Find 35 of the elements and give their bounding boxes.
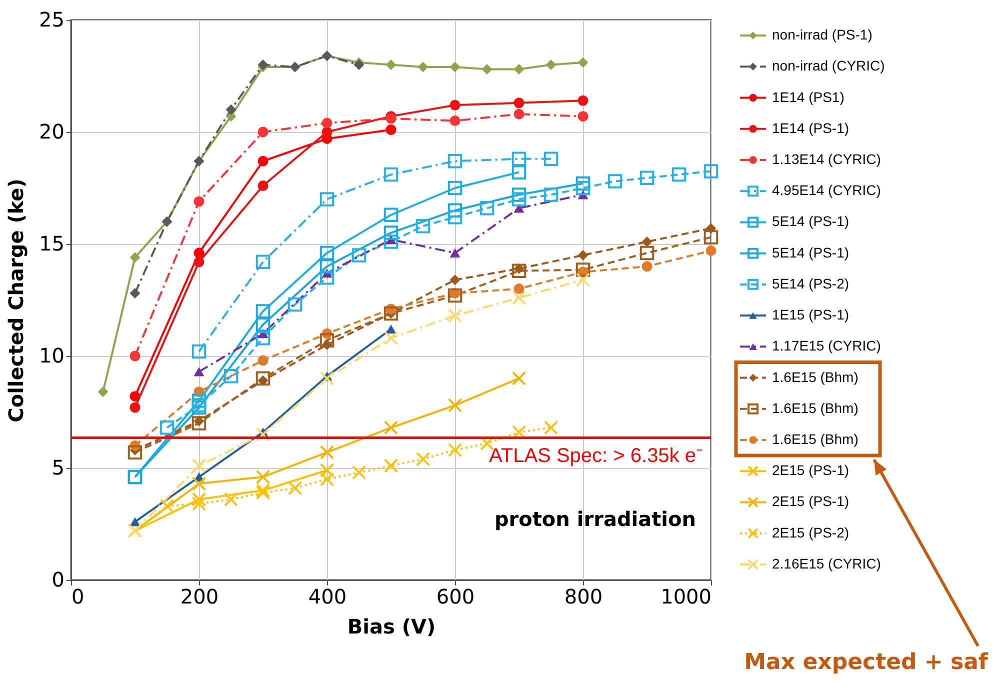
x-axis-title: Bias (V) <box>347 614 436 638</box>
legend-label: 2E15 (PS-2) <box>772 524 850 540</box>
x-tick-label: 600 <box>436 584 475 608</box>
legend-label: 2E15 (PS-1) <box>772 462 850 478</box>
y-tick-label: 5 <box>52 456 64 480</box>
legend-label: 4.95E14 (CYRIC) <box>772 182 881 198</box>
x-tick-label: 0 <box>72 584 84 608</box>
legend-label: non-irrad (CYRIC) <box>772 58 885 74</box>
legend-label: 1E15 (PS-1) <box>772 306 850 323</box>
text: Max expected + saf <box>744 650 988 675</box>
x-tick-label: 800 <box>564 584 603 608</box>
legend-label: 5E14 (PS-1) <box>772 244 850 260</box>
x-tick-label: 400 <box>308 584 347 608</box>
x-tick-label: 200 <box>180 584 219 608</box>
legend-label: 5E14 (PS-2) <box>772 275 850 292</box>
ref-line-label: ATLAS Spec: > 6.35k e⁻ <box>489 444 703 467</box>
legend-label: 1.6E15 (Bhm) <box>772 400 858 416</box>
legend-label: non-irrad (PS-1) <box>772 26 872 43</box>
y-tick-label: 0 <box>52 568 64 592</box>
legend-label: 1.13E14 (CYRIC) <box>772 151 881 167</box>
legend-label: 2.16E15 (CYRIC) <box>772 555 881 572</box>
y-tick-label: 25 <box>39 8 64 32</box>
legend-label: 5E14 (PS-1) <box>772 213 850 230</box>
legend-label: 1E14 (PS-1) <box>772 120 850 136</box>
legend-label: 1.6E15 (Bhm) <box>772 368 858 385</box>
annotation: proton irradiation <box>494 507 696 531</box>
legend-label: 1E14 (PS1) <box>772 88 844 105</box>
y-axis-title: Collected Charge (ke) <box>4 178 28 422</box>
legend-label: 1.17E15 (CYRIC) <box>772 338 881 354</box>
legend-label: 2E15 (PS-1) <box>772 493 850 510</box>
y-tick-label: 10 <box>39 344 64 368</box>
y-tick-label: 15 <box>39 232 64 256</box>
x-tick-label: 1000 <box>660 584 712 608</box>
y-tick-label: 20 <box>39 120 64 144</box>
legend-label: 1.6E15 (Bhm) <box>772 431 858 447</box>
